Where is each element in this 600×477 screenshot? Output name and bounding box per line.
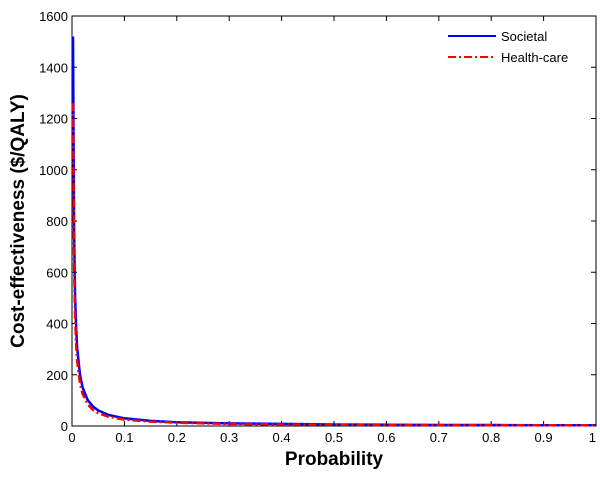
- legend: Societal Health-care: [448, 29, 568, 65]
- y-axis: 0 200 400 600 800 1000 1200 1400 1600: [39, 9, 596, 434]
- x-tick-label: 0.9: [535, 430, 553, 445]
- series-group: [71, 36, 596, 427]
- x-tick-label: 0.2: [168, 430, 186, 445]
- y-tick-label: 0: [61, 419, 68, 434]
- x-tick-label: 0.7: [430, 430, 448, 445]
- x-tick-label: 0.8: [482, 430, 500, 445]
- y-tick-label: 400: [46, 317, 68, 332]
- x-tick-label: 0.5: [325, 430, 343, 445]
- x-tick-label: 0: [68, 430, 75, 445]
- y-tick-label: 1400: [39, 60, 68, 75]
- plot-area: [71, 15, 597, 427]
- x-axis-title: Probability: [285, 449, 384, 470]
- legend-label-societal: Societal: [501, 29, 547, 44]
- y-axis-title: Cost-effectiveness ($/QALY): [8, 94, 29, 348]
- y-tick-label: 200: [46, 368, 68, 383]
- x-tick-label: 0.4: [273, 430, 291, 445]
- y-tick-label: 1000: [39, 163, 68, 178]
- legend-label-health-care: Health-care: [501, 50, 568, 65]
- x-tick-label: 0.1: [115, 430, 133, 445]
- x-tick-label: 0.6: [377, 430, 395, 445]
- x-tick-label: 0.3: [220, 430, 238, 445]
- y-tick-label: 800: [46, 214, 68, 229]
- y-tick-label: 600: [46, 265, 68, 280]
- x-axis: 0 0.1 0.2 0.3 0.4 0.5 0.6 0.7 0.8 0.9 1: [68, 16, 597, 445]
- y-tick-label: 1600: [39, 9, 68, 24]
- y-tick-label: 1200: [39, 112, 68, 127]
- x-tick-label: 1: [589, 430, 596, 445]
